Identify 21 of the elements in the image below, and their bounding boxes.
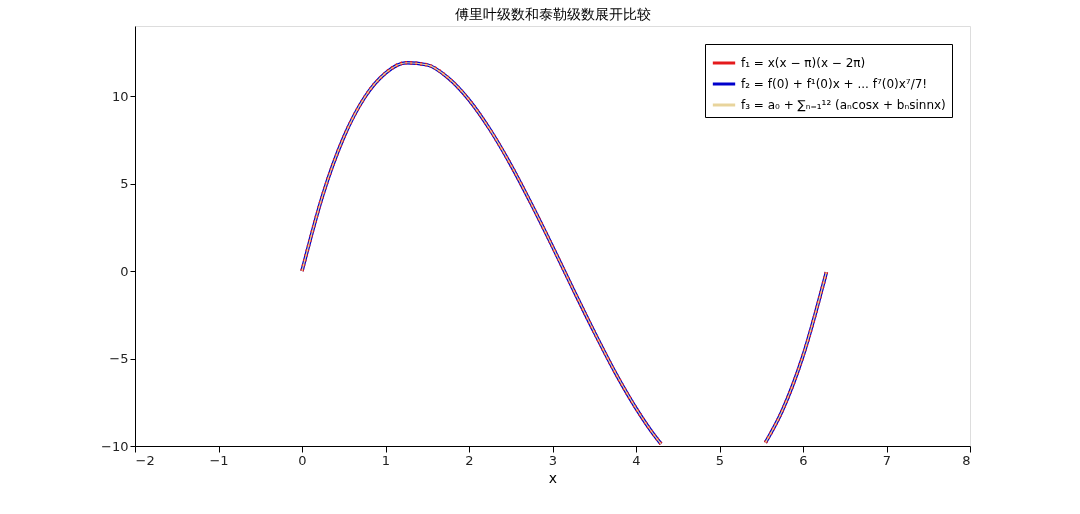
y-tick-label: −5 [109,351,129,366]
chart-title: 傅里叶级数和泰勒级数展开比较 [454,6,651,22]
legend-label: f₃ = a₀ + ∑ₙ₌₁¹² (aₙcosx + bₙsinnx) [741,98,946,112]
x-axis-title: x [548,469,558,486]
x-tick-label: 3 [548,452,558,468]
x-tick-label: 7 [882,452,892,468]
y-tick-label: 5 [120,176,129,191]
y-tick-label: 0 [120,263,129,279]
x-tick-label: −1 [209,452,229,468]
legend-label: f₂ = f(0) + f¹(0)x + ... f⁷(0)x⁷/7! [741,77,928,91]
x-tick-label: 1 [381,452,391,468]
x-tick-label: 2 [465,452,474,468]
x-tick-label: 6 [799,452,808,468]
x-tick-label: 4 [632,452,641,468]
legend-label: f₁ = x(x − π)(x − 2π) [741,56,866,70]
x-tick-label: 0 [298,452,307,468]
x-tick-label: −2 [135,452,155,468]
x-tick-label: 5 [715,452,725,468]
y-tick-label: −10 [101,438,129,454]
y-tick-label: 10 [111,88,129,104]
x-tick-label: 8 [962,452,971,468]
